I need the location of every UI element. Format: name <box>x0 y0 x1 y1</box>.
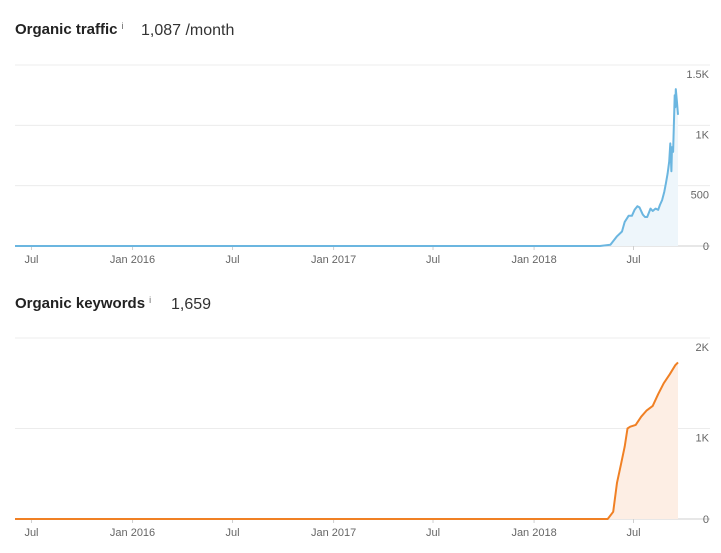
traffic-x-tick-label: Jan 2016 <box>110 254 155 266</box>
traffic-area <box>15 89 678 246</box>
traffic-x-tick-label: Jan 2017 <box>311 254 356 266</box>
keywords-title-text: Organic keywords <box>15 295 146 312</box>
keywords-x-tick-label: Jan 2016 <box>110 527 155 539</box>
keywords-area <box>15 362 678 519</box>
keywords-value: 1,659 <box>171 296 212 313</box>
keywords-title: Organic keywords i <box>15 295 151 312</box>
keywords-x-tick-label: Jul <box>24 527 38 539</box>
traffic-x-tick-label: Jul <box>24 254 38 266</box>
keywords-x-tick-label: Jul <box>626 527 640 539</box>
traffic-x-tick-label: Jul <box>225 254 239 266</box>
keywords-chart: 2K 1K 0 Jul Jan 2016 Jul Jan 2017 Jul Jan 2018 Ju… <box>15 337 710 539</box>
traffic-y-tick-label: 0 <box>703 241 709 253</box>
traffic-y-tick-label: 1.5K <box>686 69 709 81</box>
traffic-series-line <box>15 88 679 247</box>
keywords-x-tick-label: Jan 2017 <box>311 527 356 539</box>
traffic-title-text: Organic traffic <box>15 21 118 38</box>
keywords-y-tick-label: 0 <box>703 514 709 526</box>
keywords-x-tick-label: Jan 2018 <box>511 527 556 539</box>
keywords-x-tick-label: Jul <box>426 527 440 539</box>
traffic-value: 1,087 /month <box>141 22 235 39</box>
traffic-chart: 1.5K 1K 500 0 Jul Jan 2016 Jul Jan 2017 Jul Jan 2… <box>15 64 710 266</box>
keywords-info-icon[interactable]: i <box>149 295 152 305</box>
traffic-x-tick-label: Jul <box>426 254 440 266</box>
keywords-series-line <box>15 361 679 520</box>
keywords-x-tick-label: Jul <box>225 527 239 539</box>
traffic-y-tick-label: 1K <box>696 129 710 141</box>
keywords-y-tick-label: 1K <box>696 433 710 445</box>
traffic-info-icon[interactable]: i <box>121 21 124 31</box>
traffic-x-tick-label: Jul <box>626 254 640 266</box>
traffic-title: Organic traffic i <box>15 21 124 38</box>
traffic-y-tick-label: 500 <box>691 190 709 202</box>
keywords-y-tick-label: 2K <box>696 342 710 354</box>
traffic-x-tick-label: Jan 2018 <box>511 254 556 266</box>
